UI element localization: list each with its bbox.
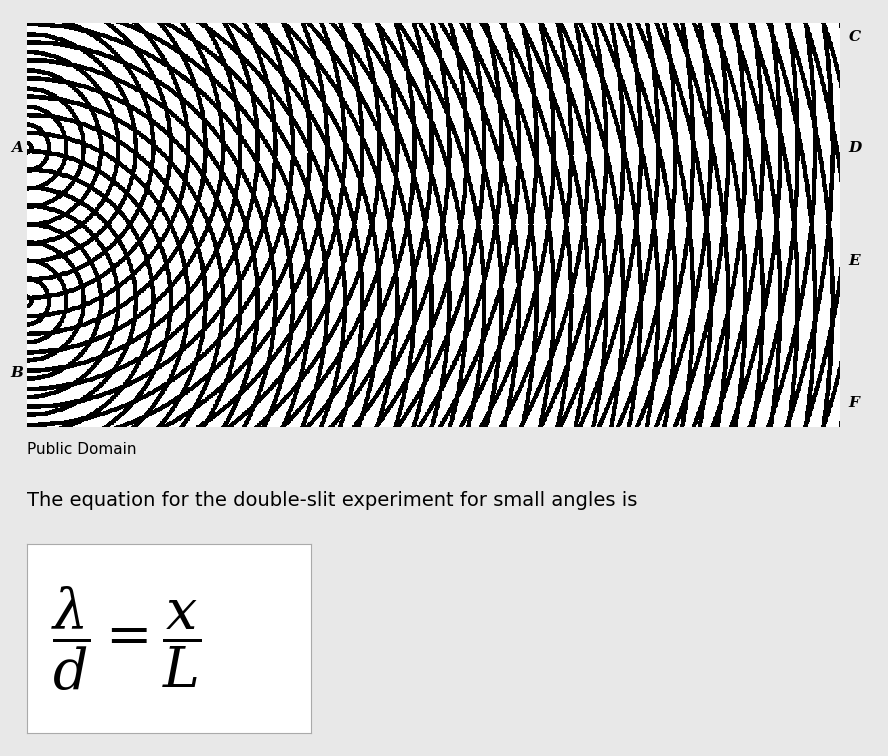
Text: B: B bbox=[10, 366, 23, 380]
Text: E: E bbox=[849, 254, 860, 268]
Text: A: A bbox=[11, 141, 23, 155]
Text: D: D bbox=[849, 141, 862, 155]
Text: $\dfrac{\lambda}{d} = \dfrac{x}{L}$: $\dfrac{\lambda}{d} = \dfrac{x}{L}$ bbox=[51, 584, 202, 693]
Text: The equation for the double-slit experiment for small angles is: The equation for the double-slit experim… bbox=[27, 491, 637, 510]
Text: F: F bbox=[849, 396, 860, 410]
Text: Public Domain: Public Domain bbox=[27, 442, 136, 457]
Text: C: C bbox=[849, 29, 861, 44]
